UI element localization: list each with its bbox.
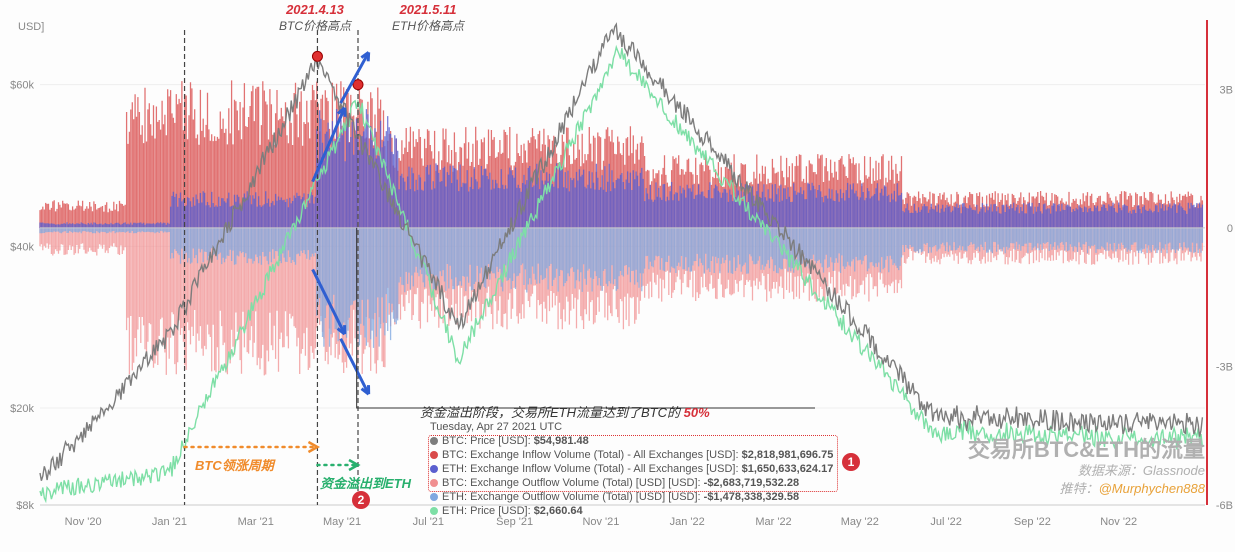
svg-text:USD]: USD] bbox=[18, 21, 44, 33]
svg-text:3B: 3B bbox=[1220, 84, 1233, 96]
svg-text:-6B: -6B bbox=[1216, 500, 1233, 512]
source-credit: 数据来源：Glassnode bbox=[1078, 460, 1205, 479]
spill-eth-label: 资金溢出到ETH bbox=[320, 473, 411, 492]
svg-text:Mar '21: Mar '21 bbox=[238, 516, 274, 528]
svg-text:Jul '22: Jul '22 bbox=[930, 516, 961, 528]
svg-text:$60k: $60k bbox=[10, 80, 34, 92]
svg-text:Jan '21: Jan '21 bbox=[152, 516, 187, 528]
svg-text:$20k: $20k bbox=[10, 403, 34, 415]
svg-text:$8k: $8k bbox=[16, 500, 34, 512]
badge-1: 1 bbox=[842, 453, 860, 471]
eth-high-anno: 2021.5.11 ETH价格高点 bbox=[358, 2, 498, 34]
svg-text:Sep '22: Sep '22 bbox=[1014, 516, 1051, 528]
svg-text:Nov '20: Nov '20 bbox=[65, 516, 102, 528]
tooltip-row: ETH: Price [USD]: $2,660.64 bbox=[430, 504, 833, 518]
svg-text:0: 0 bbox=[1227, 223, 1233, 235]
tooltip-highlight-box bbox=[428, 435, 838, 492]
svg-text:Nov '22: Nov '22 bbox=[1100, 516, 1137, 528]
badge-2: 2 bbox=[352, 491, 370, 509]
svg-text:-3B: -3B bbox=[1216, 361, 1233, 373]
btc-cycle-label: BTC领涨周期 bbox=[195, 455, 274, 474]
svg-text:$40k: $40k bbox=[10, 241, 34, 253]
tooltip-date: Tuesday, Apr 27 2021 UTC bbox=[430, 420, 833, 434]
tooltip-row: ETH: Exchange Outflow Volume (Total) [US… bbox=[430, 490, 833, 504]
svg-text:May '21: May '21 bbox=[323, 516, 361, 528]
twitter-link[interactable]: @Murphychen888 bbox=[1099, 481, 1205, 496]
spill-50-text: 资金溢出阶段，交易所ETH流量达到了BTC的 50% bbox=[420, 402, 710, 421]
svg-text:May '22: May '22 bbox=[841, 516, 879, 528]
twitter-credit: 推特：@Murphychen888 bbox=[1060, 478, 1205, 497]
